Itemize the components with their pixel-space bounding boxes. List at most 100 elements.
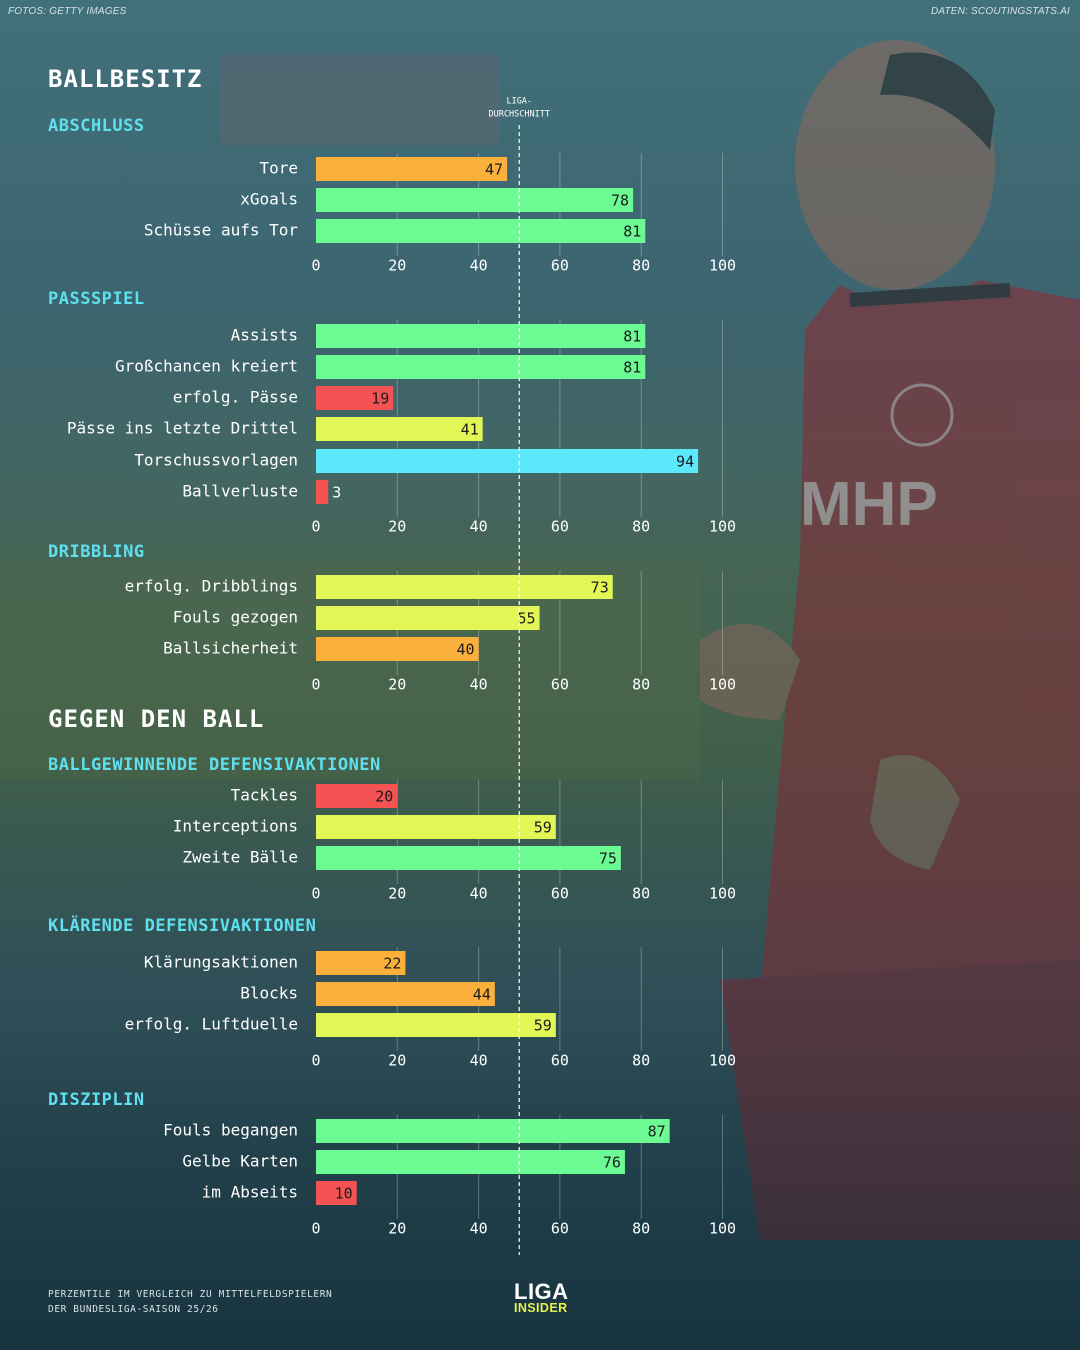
logo-line2: INSIDER [514,1301,568,1315]
x-tick-label: 20 [388,676,406,694]
x-tick-label: 80 [632,885,650,903]
bar-value-label: 19 [371,390,389,408]
row-label: Pässe ins letzte Drittel [67,419,298,438]
bar [316,188,634,212]
row-label: Fouls gezogen [173,608,298,627]
x-tick-label: 80 [632,676,650,694]
row-label: Großchancen kreiert [115,357,298,376]
row-label: Tackles [231,786,298,805]
row-label: Zweite Bälle [182,848,298,867]
row-label: Interceptions [173,817,298,836]
x-tick-label: 100 [709,676,736,694]
x-tick-label: 100 [709,885,736,903]
group-title: DISZIPLIN [48,1090,145,1110]
x-tick-label: 40 [470,257,488,275]
league-average-label-line2: DURCHSCHNITT [489,110,550,120]
bar-value-label: 76 [603,1154,621,1172]
row-label: Ballverluste [182,482,298,501]
bar [316,846,621,870]
league-average-label-line1: LIGA- [506,97,532,107]
bar [316,324,646,348]
x-tick-label: 60 [551,257,569,275]
row-label: Gelbe Karten [182,1152,298,1171]
group-title: ABSCHLUSS [48,116,145,136]
x-tick-label: 20 [388,518,406,536]
row-label: im Abseits [202,1183,298,1202]
bar-value-label: 22 [383,955,401,973]
bar-value-label: 87 [648,1123,666,1141]
x-tick-label: 20 [388,1052,406,1070]
bar [316,157,508,181]
group-title: DRIBBLING [48,542,145,562]
row-label: Ballsicherheit [163,639,298,658]
bar-value-label: 20 [375,788,393,806]
bar-value-label: 81 [623,223,641,241]
row-label: xGoals [240,190,298,209]
bar-value-label: 44 [473,986,491,1004]
x-tick-label: 80 [632,257,650,275]
bar-value-label: 81 [623,328,641,346]
x-tick-label: 0 [311,518,320,536]
x-tick-label: 20 [388,885,406,903]
x-tick-label: 60 [551,518,569,536]
bar-value-label: 59 [534,1017,552,1035]
bar [316,386,394,410]
x-tick-label: 40 [470,1220,488,1238]
bar-value-label: 81 [623,359,641,377]
footer-note-line1: PERZENTILE IM VERGLEICH ZU MITTELFELDSPI… [48,1289,333,1300]
row-label: Fouls begangen [163,1121,298,1140]
bar [316,449,699,473]
bar-value-label: 75 [599,850,617,868]
bar [316,575,613,599]
bar [316,1150,625,1174]
bar [316,637,479,661]
bar [316,784,398,808]
section-title: BALLBESITZ [48,65,203,93]
row-label: Schüsse aufs Tor [144,221,298,240]
bar [316,355,646,379]
footer-note-line2: DER BUNDESLIGA-SAISON 25/26 [48,1304,219,1315]
bar [316,982,495,1006]
bar [316,606,540,630]
photo-credit: FOTOS: GETTY IMAGES [8,6,127,17]
bar [316,1013,556,1037]
liga-insider-logo: LIGA INSIDER [514,1281,569,1315]
x-tick-label: 0 [311,676,320,694]
row-label: Blocks [240,984,298,1003]
x-tick-label: 80 [632,1052,650,1070]
bar [316,219,646,243]
row-label: erfolg. Pässe [173,388,298,407]
row-label: Klärungsaktionen [144,953,298,972]
bar-value-label: 73 [591,579,609,597]
bar-value-label: 59 [534,819,552,837]
bar-value-label: 47 [485,161,503,179]
bar [316,951,406,975]
row-label: Tore [259,159,298,178]
bar [316,1181,357,1205]
bar [316,480,329,504]
row-label: erfolg. Luftduelle [125,1015,298,1034]
x-tick-label: 60 [551,885,569,903]
x-tick-label: 40 [470,518,488,536]
footer-note: PERZENTILE IM VERGLEICH ZU MITTELFELDSPI… [48,1287,332,1317]
x-tick-label: 0 [311,257,320,275]
section-title: GEGEN DEN BALL [48,705,264,733]
group-title: PASSSPIEL [48,289,145,309]
x-tick-label: 40 [470,676,488,694]
x-tick-label: 80 [632,518,650,536]
bar-value-label: 55 [518,610,536,628]
bar [316,815,556,839]
x-tick-label: 20 [388,1220,406,1238]
group-title: BALLGEWINNENDE DEFENSIVAKTIONEN [48,755,381,775]
logo-line1: LIGA [514,1279,569,1304]
x-tick-label: 40 [470,1052,488,1070]
x-tick-label: 60 [551,1052,569,1070]
bar [316,417,483,441]
x-tick-label: 0 [311,1052,320,1070]
row-label: erfolg. Dribblings [125,577,298,596]
x-tick-label: 20 [388,257,406,275]
bar-value-label: 78 [611,192,629,210]
x-tick-label: 80 [632,1220,650,1238]
